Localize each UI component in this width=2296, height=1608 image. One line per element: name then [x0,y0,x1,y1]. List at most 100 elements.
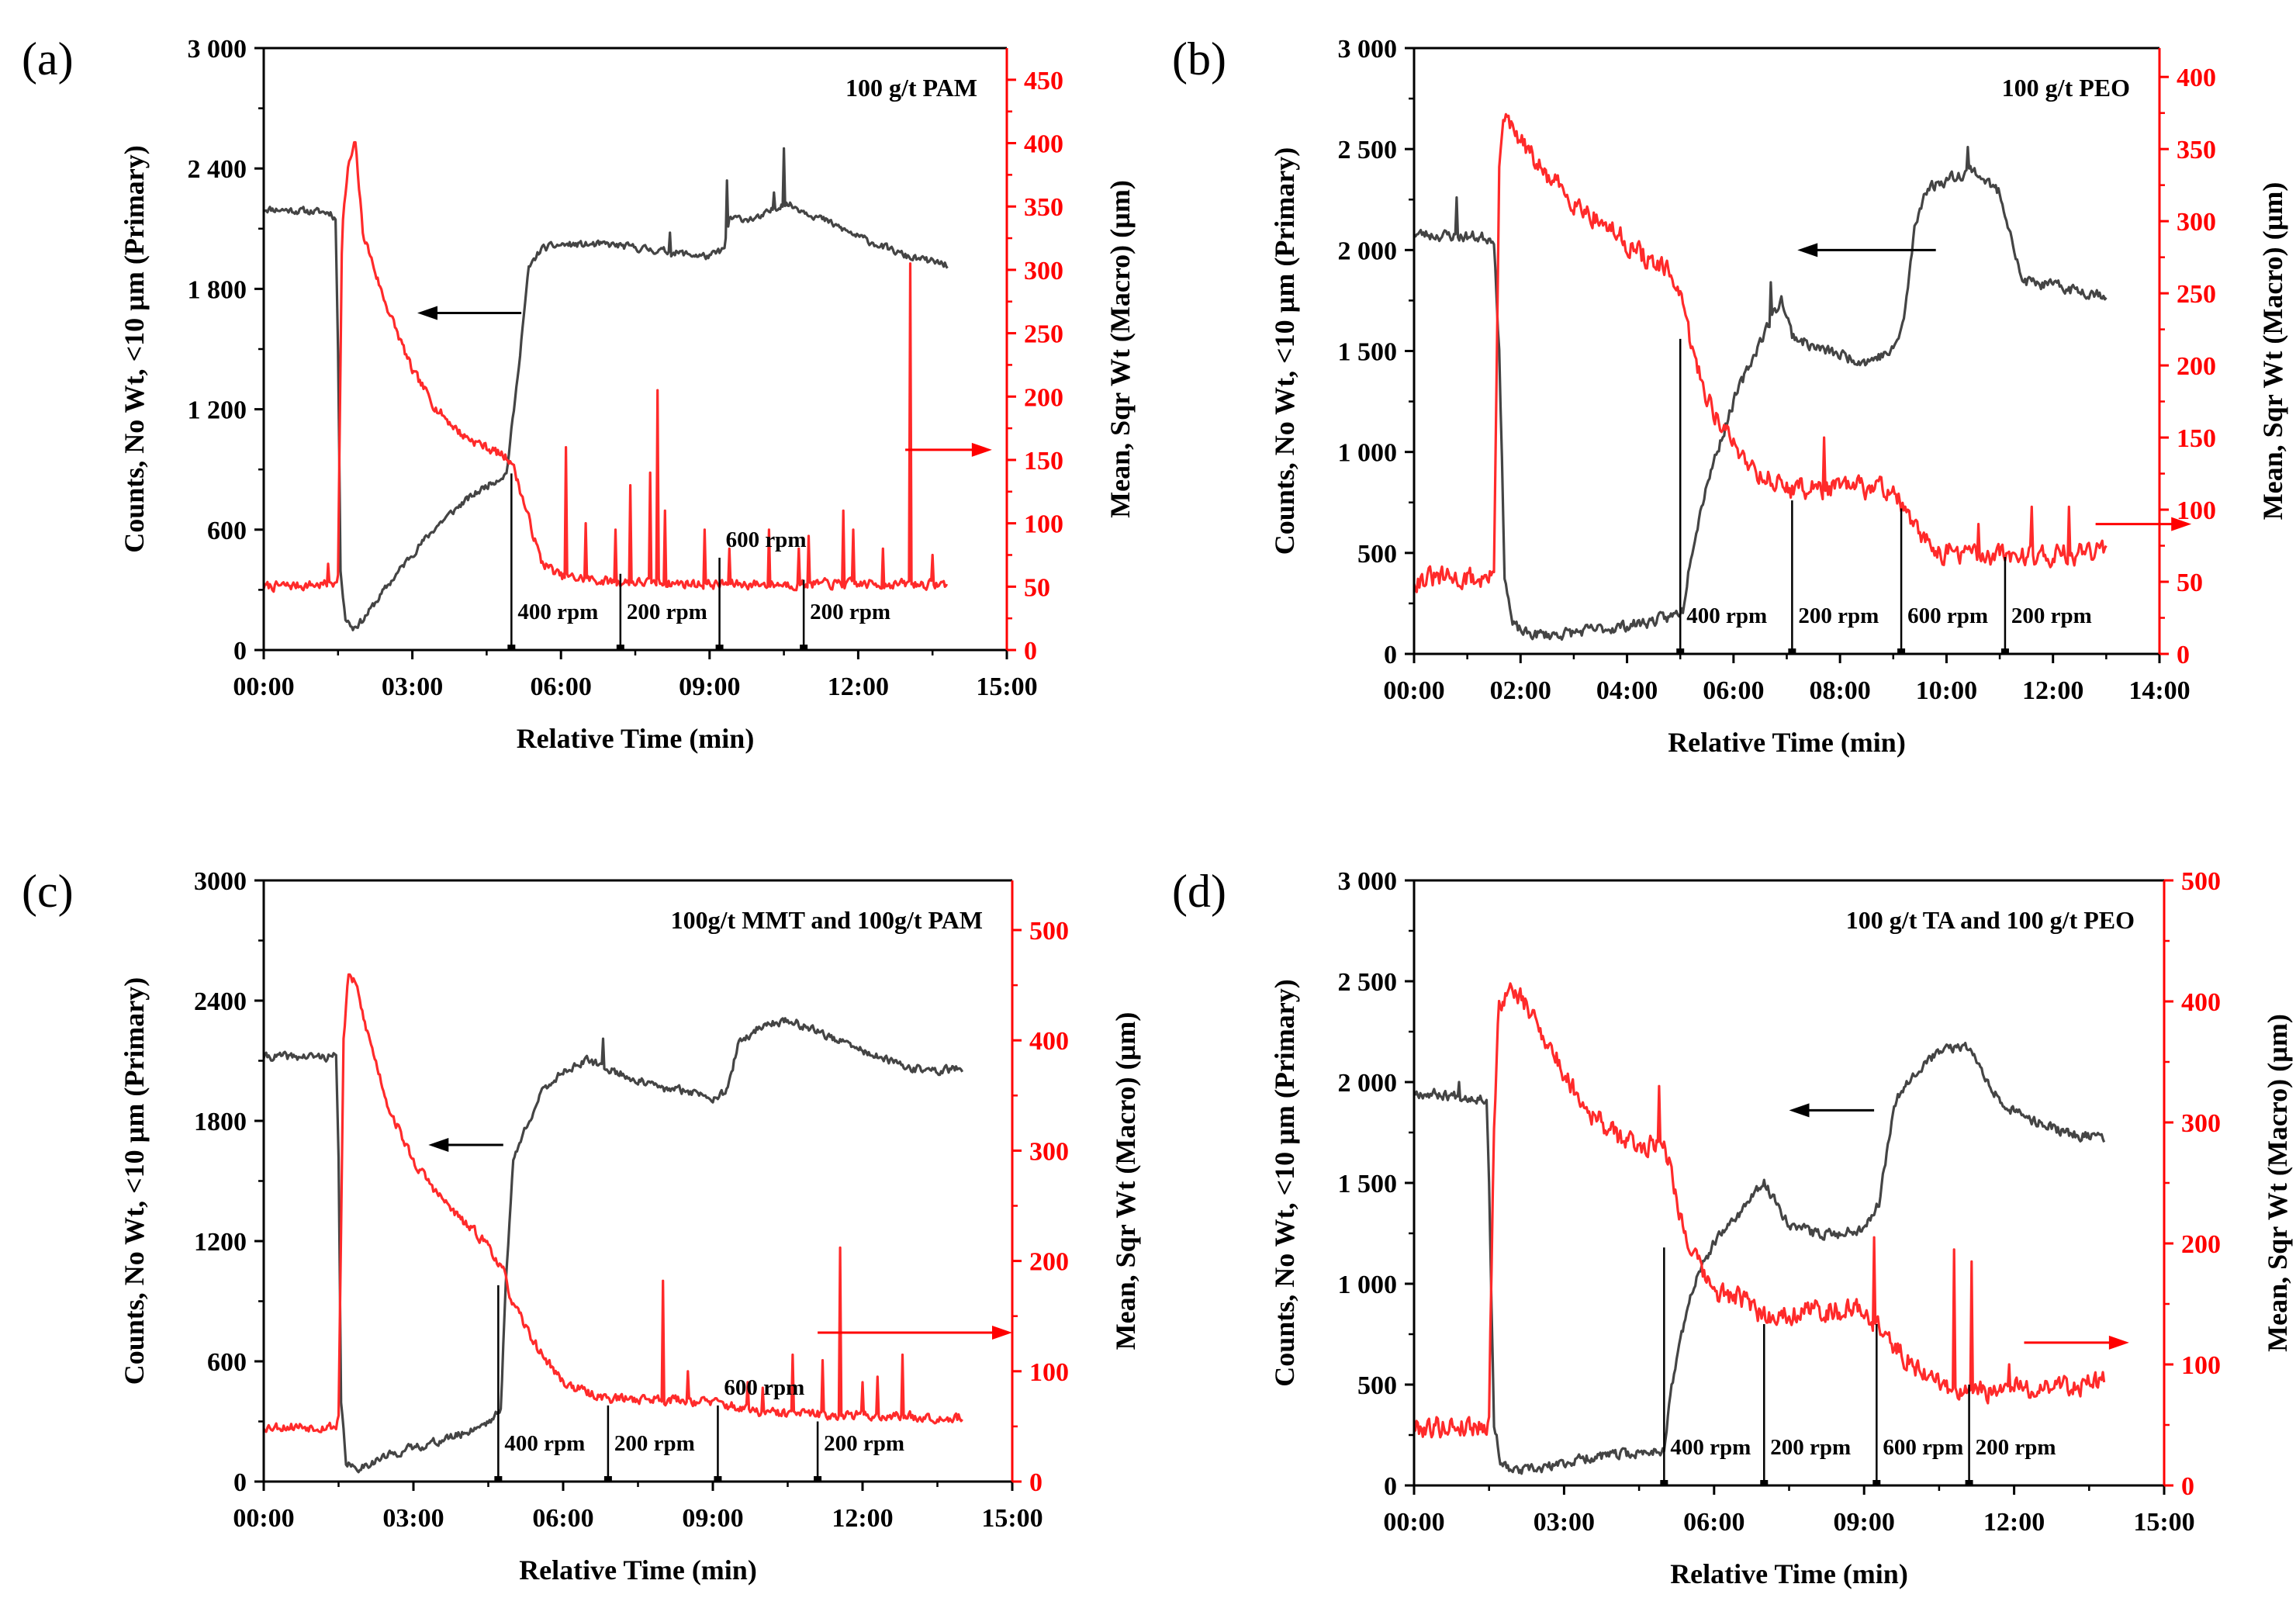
stage-label: 200 rpm [2011,603,2092,628]
y2-tick-label: 400 [1024,130,1063,159]
x-tick-label: 04:00 [1596,676,1658,705]
y2-tick-label: 350 [2177,136,2216,164]
panel-label: (c) [22,866,74,917]
panel-annotation: 100g/t MMT and 100g/t PAM [671,906,983,934]
primary-counts-line [1414,146,2108,641]
x-tick-label: 09:00 [682,1504,743,1533]
stage-label: 600 rpm [1907,603,1988,628]
stage-marker-dot [1965,1480,1973,1485]
stage-label: 200 rpm [824,1431,904,1456]
y-axis-title: Counts, No Wt, <10 µm (Primary) [119,145,150,553]
y-tick-label: 0 [1384,1472,1397,1501]
y-tick-label: 3 000 [1338,867,1398,896]
stage-label: 600 rpm [1883,1435,1963,1460]
y-tick-label: 0 [1384,641,1397,669]
y2-tick-label: 100 [2177,496,2216,525]
y2-tick-label: 300 [1029,1137,1069,1166]
x-tick-label: 00:00 [1383,676,1444,705]
x-tick-label: 15:00 [981,1504,1043,1533]
x-tick-label: 03:00 [382,1504,444,1533]
macro-mean-size-line [1413,112,2108,593]
arrow-head [1789,1103,1810,1118]
y-tick-label: 1200 [194,1228,247,1257]
y-tick-label: 500 [1357,540,1397,569]
stage-marker-dot [800,645,808,650]
y2-tick-label: 100 [2181,1351,2221,1380]
x-tick-label: 10:00 [1916,676,1977,705]
panel-label: (a) [22,33,74,85]
arrow-head [1797,243,1818,258]
x-axis-title: Relative Time (min) [519,1554,757,1586]
x-axis-title: Relative Time (min) [1668,727,1906,758]
y2-axis-title: Mean, Sqr Wt (Macro) (µm) [1105,180,1136,518]
y2-tick-label: 300 [2181,1109,2221,1138]
y2-tick-label: 0 [2177,641,2190,669]
arrow-head [2171,517,2192,531]
x-tick-label: 06:00 [1683,1508,1744,1537]
primary-counts-line [263,147,949,631]
arrow-head [428,1138,449,1152]
y2-tick-label: 150 [2177,424,2216,453]
y2-tick-label: 500 [2181,867,2221,896]
y2-tick-label: 400 [1029,1027,1069,1056]
stage-marker-dot [494,1476,503,1482]
y-tick-label: 2 500 [1338,968,1398,997]
x-tick-label: 00:00 [1383,1508,1444,1537]
stage-label: 200 rpm [627,600,707,624]
y2-tick-label: 200 [2177,352,2216,381]
stage-marker-dot [1872,1480,1881,1485]
y-tick-label: 2 500 [1338,136,1398,164]
stage-marker-dot [1760,1480,1769,1485]
y-tick-label: 1 500 [1338,1170,1398,1198]
stage-marker-dot [814,1476,822,1482]
y2-tick-label: 450 [1024,67,1063,95]
y-tick-label: 2 400 [188,155,247,184]
y-tick-label: 2 000 [1338,237,1398,265]
y-tick-label: 0 [233,1468,247,1497]
x-axis-title: Relative Time (min) [1670,1558,1908,1589]
y-tick-label: 1 500 [1338,338,1398,367]
x-tick-label: 08:00 [1809,676,1870,705]
panel-label: (d) [1172,866,1226,917]
y2-tick-label: 0 [1024,637,1037,666]
stage-marker-dot [616,645,624,650]
stage-marker-dot [507,645,516,650]
stage-label: 600 rpm [724,1375,804,1400]
macro-mean-size-line [262,973,963,1433]
stage-marker-dot [2000,648,2009,654]
y-tick-label: 600 [207,517,247,545]
x-tick-label: 02:00 [1490,676,1551,705]
arrow-head [2108,1335,2129,1350]
y2-tick-label: 250 [1024,320,1063,349]
y2-tick-label: 0 [2181,1472,2194,1501]
x-tick-label: 03:00 [382,673,443,701]
y-tick-label: 2400 [194,987,247,1016]
y-tick-label: 500 [1357,1371,1397,1400]
arrow-head [417,306,437,320]
y2-tick-label: 50 [2177,569,2203,597]
stage-label: 600 rpm [726,527,807,552]
y2-tick-label: 50 [1024,573,1050,602]
arrow-head [971,442,992,457]
stage-label: 400 rpm [504,1431,585,1456]
stage-label: 400 rpm [1670,1435,1751,1460]
x-tick-label: 12:00 [832,1504,893,1533]
y2-tick-label: 100 [1024,510,1063,539]
y-axis-title: Counts, No Wt, <10 µm (Primary) [119,977,150,1385]
stage-marker-dot [1676,648,1685,654]
panel-annotation: 100 g/t TA and 100 g/t PEO [1846,906,2135,934]
y-axis-title: Counts, No Wt, <10 µm (Primary) [1269,147,1300,555]
y2-tick-label: 500 [1029,917,1069,946]
x-tick-label: 12:00 [2022,676,2083,705]
x-tick-label: 06:00 [532,1504,593,1533]
x-tick-label: 06:00 [531,673,592,701]
stage-marker-dot [1788,648,1796,654]
panel-d: 400 rpm 200 rpm 600 rpm 200 rpm 00:00 03:00 06… [1172,866,2293,1589]
primary-counts-line [1413,1041,2106,1475]
x-tick-label: 09:00 [1834,1508,1895,1537]
stage-marker-dot [603,1476,612,1482]
y-tick-label: 600 [207,1348,247,1377]
y-tick-label: 1800 [194,1108,247,1136]
